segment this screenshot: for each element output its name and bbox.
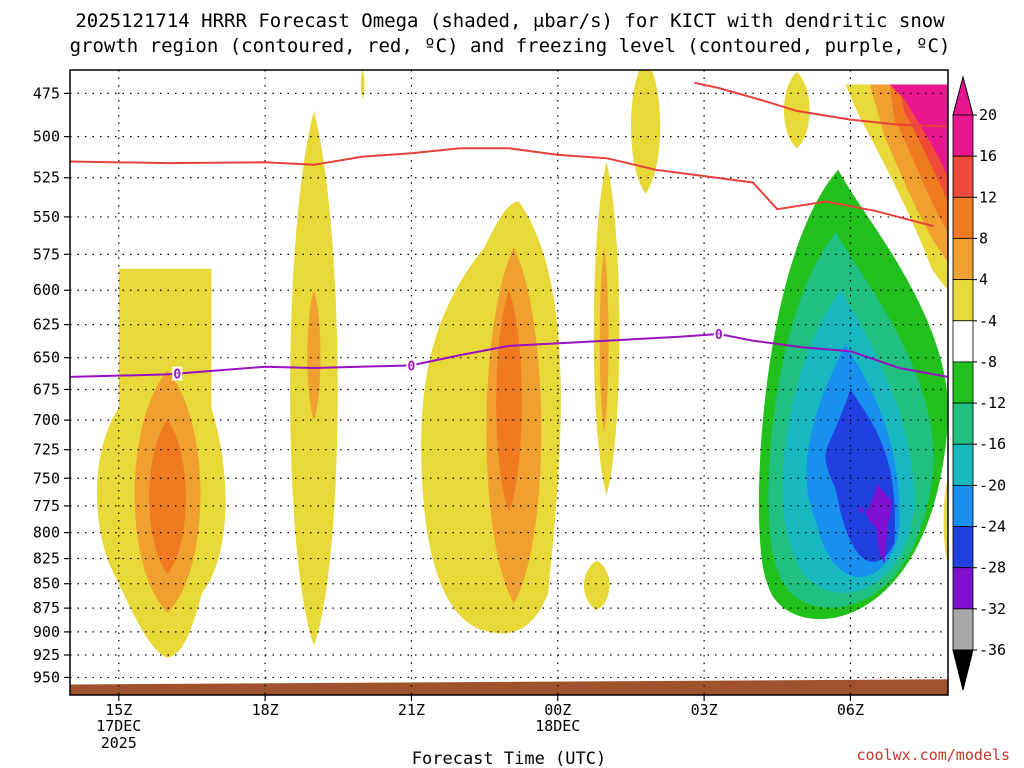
- omega-fill-neg4-i: [499, 70, 519, 103]
- y-tick-label: 625: [33, 316, 60, 334]
- colorbar-label: 20: [979, 106, 997, 124]
- y-tick-label: 600: [33, 281, 60, 299]
- freezing-level-line: [70, 332, 948, 378]
- x-tick-label: 06Z: [837, 701, 864, 719]
- omega-fill-8-b: [307, 290, 321, 421]
- y-axis: 475 500 525 550 575 600 625 650 675 700 725 750 775 8…: [33, 84, 70, 686]
- colorbar-label: 8: [979, 229, 988, 247]
- dgz-contour-lower: [694, 81, 948, 128]
- x-tick-label: 03Z: [691, 701, 718, 719]
- y-tick-label: 775: [33, 497, 60, 515]
- dgz-contour-upper: [70, 147, 934, 228]
- y-tick-label: 700: [33, 411, 60, 429]
- y-tick-label: 825: [33, 550, 60, 568]
- omega-fill-8-d: [599, 247, 609, 433]
- colorbar-swatch: [952, 526, 974, 569]
- y-tick-label: 525: [33, 169, 60, 187]
- colorbar-top-arrow: [952, 75, 974, 116]
- colorbar-label: -16: [979, 435, 1006, 453]
- colorbar-swatch: [952, 402, 974, 445]
- colorbar-label: -24: [979, 518, 1006, 536]
- colorbar-swatch: [952, 155, 974, 198]
- colorbar-swatch: [952, 320, 974, 363]
- y-tick-label: 675: [33, 380, 60, 398]
- x-tick-date: 17DEC: [96, 717, 141, 735]
- freezing-level-label: 0: [408, 359, 416, 374]
- freezing-label-bg: [406, 358, 417, 373]
- x-tick-label: 18Z: [252, 701, 279, 719]
- y-tick-label: 800: [33, 524, 60, 542]
- terrain-strip: [70, 679, 948, 695]
- x-tick-label: 15Z: [105, 701, 132, 719]
- colorbar-label: -20: [979, 476, 1006, 494]
- contour-lines: 0 0 0: [70, 81, 948, 383]
- freezing-level-label: 0: [715, 328, 723, 343]
- colorbar-swatch: [952, 361, 974, 404]
- colorbar-swatch: [952, 114, 974, 157]
- colorbar-swatch: [952, 196, 974, 239]
- omega-fill-4-h: [360, 70, 365, 99]
- y-tick-label: 500: [33, 128, 60, 146]
- colorbar-swatch: [952, 443, 974, 486]
- x-tick-label: 21Z: [398, 701, 425, 719]
- omega-fill-4-e: [583, 560, 610, 611]
- y-tick-label: 900: [33, 623, 60, 641]
- credit-text: coolwx.com/models: [856, 746, 1010, 764]
- colorbar-label: -32: [979, 600, 1006, 618]
- y-tick-label: 950: [33, 668, 60, 686]
- omega-fill-neg28: [859, 483, 892, 564]
- colorbar-label: -4: [979, 312, 997, 330]
- colorbar-label: -36: [979, 641, 1006, 659]
- y-tick-label: 925: [33, 646, 60, 664]
- colorbar-swatch: [952, 279, 974, 322]
- freezing-level-label: 0: [173, 368, 181, 383]
- omega-fill-20-j: [889, 84, 948, 178]
- freezing-label-bg: [713, 327, 724, 342]
- y-tick-label: 550: [33, 208, 60, 226]
- plot-frame: [69, 69, 949, 696]
- colorbar-swatch: [952, 484, 974, 527]
- chart-title-line2: growth region (contoured, red, ºC) and f…: [70, 35, 951, 57]
- omega-fill-4-f: [631, 70, 661, 194]
- omega-shading: [70, 70, 948, 695]
- y-tick-label: 650: [33, 349, 60, 367]
- omega-fill-12-a: [149, 420, 186, 574]
- y-tick-label: 875: [33, 599, 60, 617]
- x-tick-year: 2025: [101, 734, 137, 752]
- colorbar-label: -12: [979, 394, 1006, 412]
- omega-fill-4-k: [943, 478, 948, 564]
- x-tick-label: 00Z: [544, 701, 571, 719]
- x-tick-date: 18DEC: [535, 717, 580, 735]
- y-tick-label: 475: [33, 84, 60, 102]
- y-tick-label: 750: [33, 469, 60, 487]
- y-tick-label: 575: [33, 245, 60, 263]
- colorbar-label: 4: [979, 271, 988, 289]
- colorbar-bottom-arrow: [952, 649, 974, 691]
- colorbar-label: -28: [979, 559, 1006, 577]
- colorbar-swatch: [952, 238, 974, 281]
- colorbar-label: -8: [979, 353, 997, 371]
- y-tick-label: 725: [33, 441, 60, 459]
- freezing-label-bg: [172, 366, 183, 381]
- colorbar-label: 12: [979, 188, 997, 206]
- x-axis-label: Forecast Time (UTC): [412, 749, 606, 768]
- chart-title-line1: 2025121714 HRRR Forecast Omega (shaded, …: [75, 10, 945, 32]
- colorbar-label: 16: [979, 147, 997, 165]
- colorbar: 20 16 12 8 4 -4 -8 -12 -16 -20 -24 -28 -32 -36: [952, 75, 1006, 691]
- y-tick-label: 850: [33, 575, 60, 593]
- colorbar-swatch: [952, 608, 974, 651]
- colorbar-swatch: [952, 567, 974, 610]
